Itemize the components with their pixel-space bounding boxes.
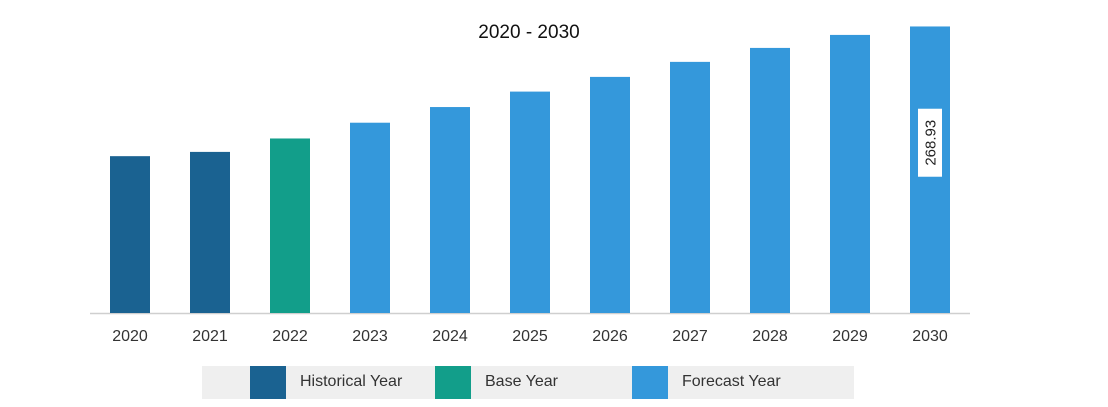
x-tick-label-2021: 2021 xyxy=(192,328,228,345)
x-tick-label-2020: 2020 xyxy=(112,328,148,345)
x-axis-ticks: 2020 2021 2022 2023 2024 2025 2026 2027 2028 2029… xyxy=(112,328,948,345)
x-tick-label-2030: 2030 xyxy=(912,328,948,345)
bar-chart: 2020 2021 2022 2023 2024 2025 2026 2027 2028 2029… xyxy=(90,26,970,345)
bar-2022 xyxy=(270,138,310,313)
x-tick-label-2029: 2029 xyxy=(832,328,868,345)
bars-group xyxy=(110,26,950,314)
bar-2028 xyxy=(750,47,790,313)
data-label-box xyxy=(918,108,942,177)
bar-2020 xyxy=(110,156,150,313)
legend-swatch-base xyxy=(435,366,471,399)
legend: Historical Year Base Year Forecast Year xyxy=(202,366,854,399)
bar-2027 xyxy=(670,61,710,314)
bar-2023 xyxy=(350,122,390,314)
data-labels: 268.93 xyxy=(918,108,942,177)
bar-2024 xyxy=(430,107,470,313)
x-tick-label-2023: 2023 xyxy=(352,328,388,345)
x-tick-label-2024: 2024 xyxy=(432,328,468,345)
legend-label-base: Base Year xyxy=(485,373,558,390)
data-label-text: 268.93 xyxy=(923,120,940,166)
legend-label-forecast: Forecast Year xyxy=(682,373,781,390)
data-label-2030: 268.93 xyxy=(918,108,942,177)
x-tick-label-2026: 2026 xyxy=(592,328,628,345)
bar-2021 xyxy=(190,151,230,313)
chart-title: 2020 - 2030 xyxy=(478,22,580,43)
legend-swatch-forecast xyxy=(632,366,668,399)
bar-2026 xyxy=(590,76,630,314)
legend-label-historical: Historical Year xyxy=(300,373,403,390)
bar-2025 xyxy=(510,91,550,314)
bar-2029 xyxy=(830,34,870,314)
x-tick-label-2025: 2025 xyxy=(512,328,548,345)
x-tick-label-2027: 2027 xyxy=(672,328,708,345)
x-tick-label-2028: 2028 xyxy=(752,328,788,345)
legend-swatch-historical xyxy=(250,366,286,399)
x-tick-label-2022: 2022 xyxy=(272,328,308,345)
